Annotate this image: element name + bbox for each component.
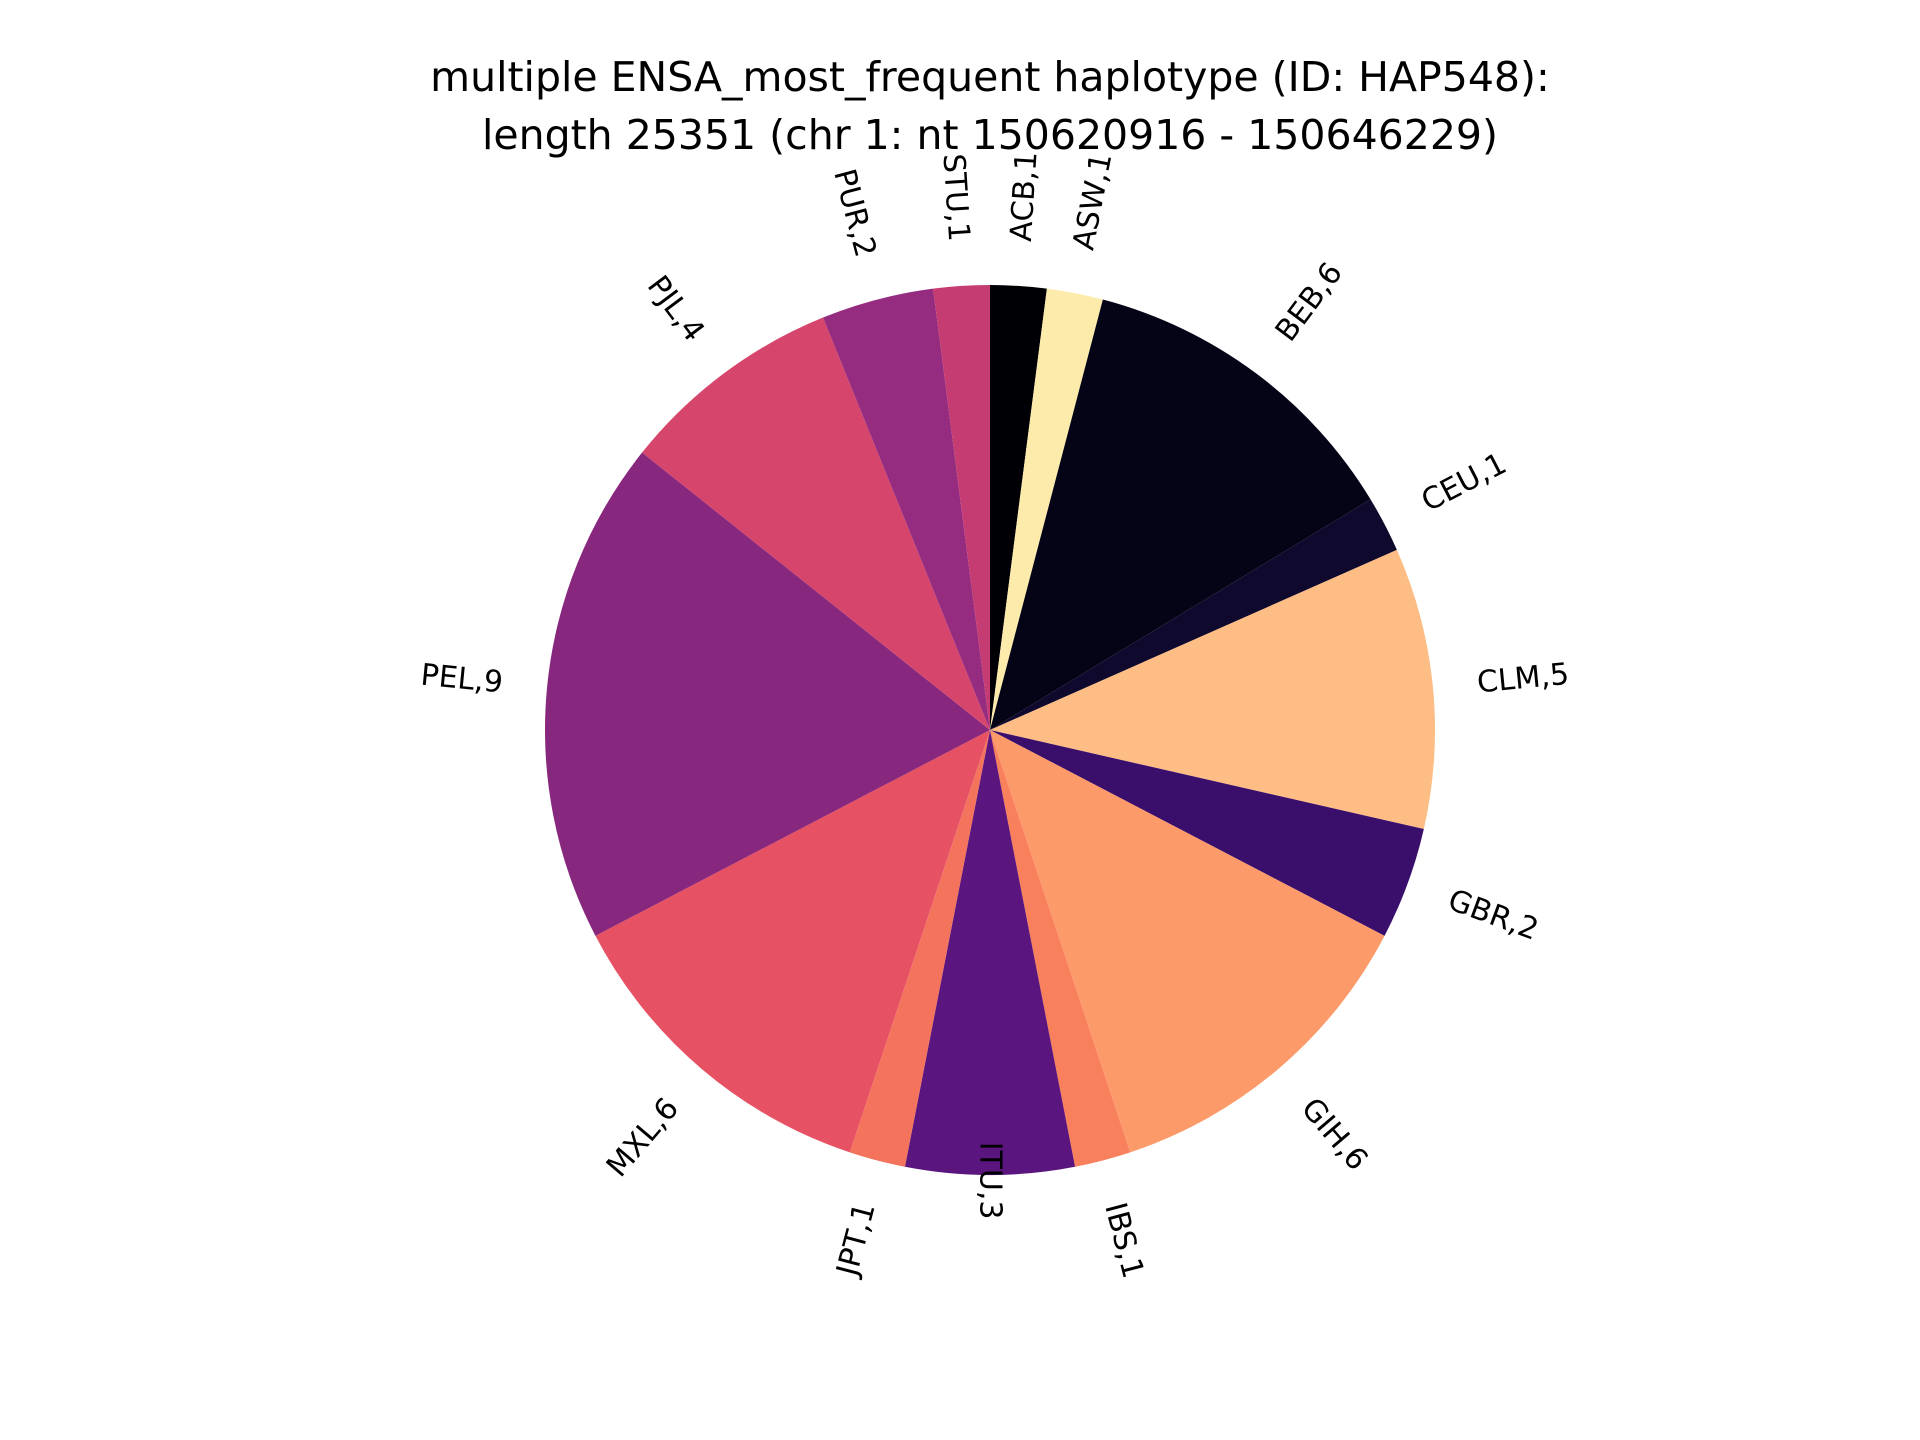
pie-label-pjl: PJL,4 [640,269,711,348]
chart-title-line-2: length 25351 (chr 1: nt 150620916 - 1506… [481,111,1498,159]
pie-slice-clm [990,549,1435,830]
pie-slice-asw [990,288,1103,730]
pie-label-jpt: JPT,1 [830,1199,883,1281]
pie-label-acb: ACB,1 [1004,150,1045,242]
chart-title: multiple ENSA_most_frequent haplotype (I… [0,48,1920,164]
pie-label-pur: PUR,2 [826,165,883,260]
pie-slice-beb [990,299,1371,730]
pie-slice-jpt [849,730,990,1167]
pie-slices [544,285,1435,1175]
pie-slice-ceu [990,499,1397,730]
pie-label-beb: BEB,6 [1269,256,1350,348]
chart-title-line-1: multiple ENSA_most_frequent haplotype (I… [430,53,1550,101]
pie-slice-ibs [990,730,1131,1167]
pie-label-mxl: MXL,6 [600,1091,686,1184]
pie-label-itu: ITU,3 [973,1142,1008,1220]
pie-label-gbr: GBR,2 [1443,883,1543,948]
pie-label-ceu: CEU,1 [1416,446,1512,519]
pie-slice-itu [904,730,1076,1175]
pie-slice-stu [933,285,990,730]
pie-slice-gih [990,730,1385,1153]
pie-slice-acb [990,285,1047,730]
pie-slice-gbr [990,730,1424,936]
pie-label-asw: ASW,1 [1066,150,1119,253]
pie-label-stu: STU,1 [936,153,977,243]
pie-label-pel: PEL,9 [419,658,504,701]
pie-slice-pjl [642,317,990,730]
pie-slice-pur [823,288,990,730]
pie-slice-mxl [595,730,990,1153]
pie-label-clm: CLM,5 [1476,657,1571,701]
pie-label-gih: GIH,6 [1294,1091,1375,1177]
pie-label-ibs: IBS,1 [1097,1199,1150,1282]
pie-slice-pel [544,452,990,936]
